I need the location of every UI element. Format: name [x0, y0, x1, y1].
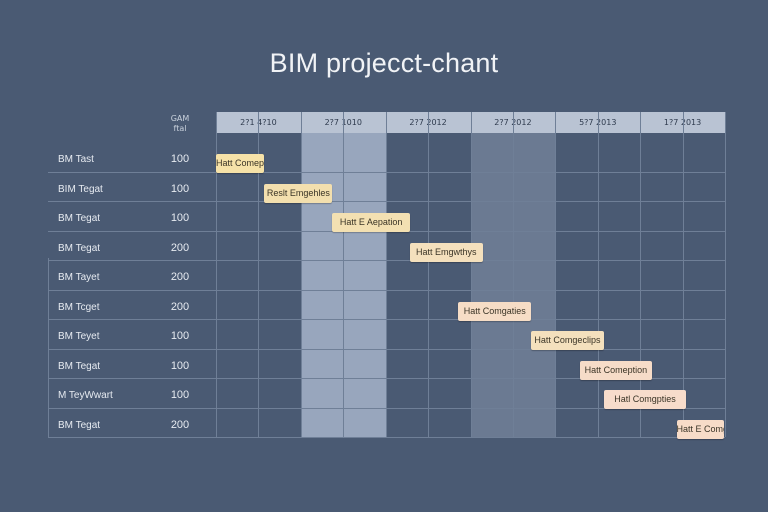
grid-line-vertical [48, 258, 49, 437]
grid-line-vertical [385, 112, 387, 437]
chart-title: BIM projecct-chant [269, 48, 499, 78]
row-label: BM Tegat [58, 419, 101, 431]
grid-line-horizontal [48, 319, 725, 320]
period-label: 1?7 2013 [663, 118, 702, 127]
grid-line-horizontal [48, 348, 725, 350]
grid-line-horizontal [48, 407, 725, 409]
grid-line-horizontal [48, 201, 725, 202]
grid-line-vertical [512, 112, 514, 437]
corner-label: GAM ftal [160, 114, 200, 134]
grid-line-vertical [470, 112, 472, 437]
task-bar: Hatt Comeption [579, 360, 653, 380]
row-label: BIM Tegat [58, 183, 103, 195]
row-value: 200 [170, 300, 190, 313]
row-value: 100 [170, 389, 190, 401]
row-value: 100 [170, 153, 190, 165]
grid-line-vertical [597, 112, 599, 437]
period-label: 2?7 2012 [409, 118, 447, 127]
task-bar: Hatt E Comgties [676, 419, 724, 439]
grid-line-vertical [216, 112, 217, 437]
task-bar: Hatt Comgeclips [531, 331, 604, 350]
row-label: BM Tcget [58, 301, 100, 313]
row-value: 100 [170, 330, 190, 342]
grid-line-vertical [300, 112, 302, 437]
grid-line-horizontal [48, 171, 725, 173]
task-bar: Reslt Emgehles [264, 183, 333, 203]
task-bar: Hatt Comgaties [458, 301, 532, 321]
grid-line-vertical [682, 112, 684, 437]
grid-line-horizontal [48, 437, 725, 438]
row-label: M TeyWwart [58, 390, 113, 401]
grid-line-vertical [725, 112, 726, 437]
grid-line-vertical [555, 112, 557, 437]
task-bar: Hatl Comgpties [603, 390, 687, 409]
task-bar: Hatt Emgwthys [409, 242, 483, 262]
row-label: BM Tegat [58, 242, 101, 254]
grid-line-vertical [343, 112, 345, 437]
row-value: 200 [170, 241, 190, 254]
grid-line-vertical [258, 112, 260, 437]
row-value: 200 [170, 418, 190, 431]
row-label: BM Tegat [58, 213, 101, 224]
row-value: 200 [170, 271, 190, 283]
corner-label-line: ftal [173, 124, 187, 133]
task-bar: Hatt Comeption [216, 154, 265, 173]
row-value: 100 [170, 182, 190, 195]
period-label: 2?7 1010 [324, 118, 362, 127]
row-value: 100 [170, 212, 190, 224]
row-label: BM Tayet [58, 272, 100, 283]
grid-line-vertical [428, 112, 430, 437]
grid-line-horizontal [48, 289, 725, 291]
period-label: 5?7 2013 [579, 118, 617, 127]
task-bar: Hatt E Aepation [332, 213, 410, 232]
row-label: BM Tegat [58, 360, 101, 372]
corner-label-line: GAM [170, 114, 190, 123]
grid-line-horizontal [48, 260, 725, 261]
grid-line-vertical [640, 112, 642, 437]
row-value: 100 [170, 359, 190, 372]
row-label: BM Tast [58, 154, 94, 165]
row-label: BM Teyet [58, 331, 100, 342]
grid-line-horizontal [48, 378, 725, 379]
